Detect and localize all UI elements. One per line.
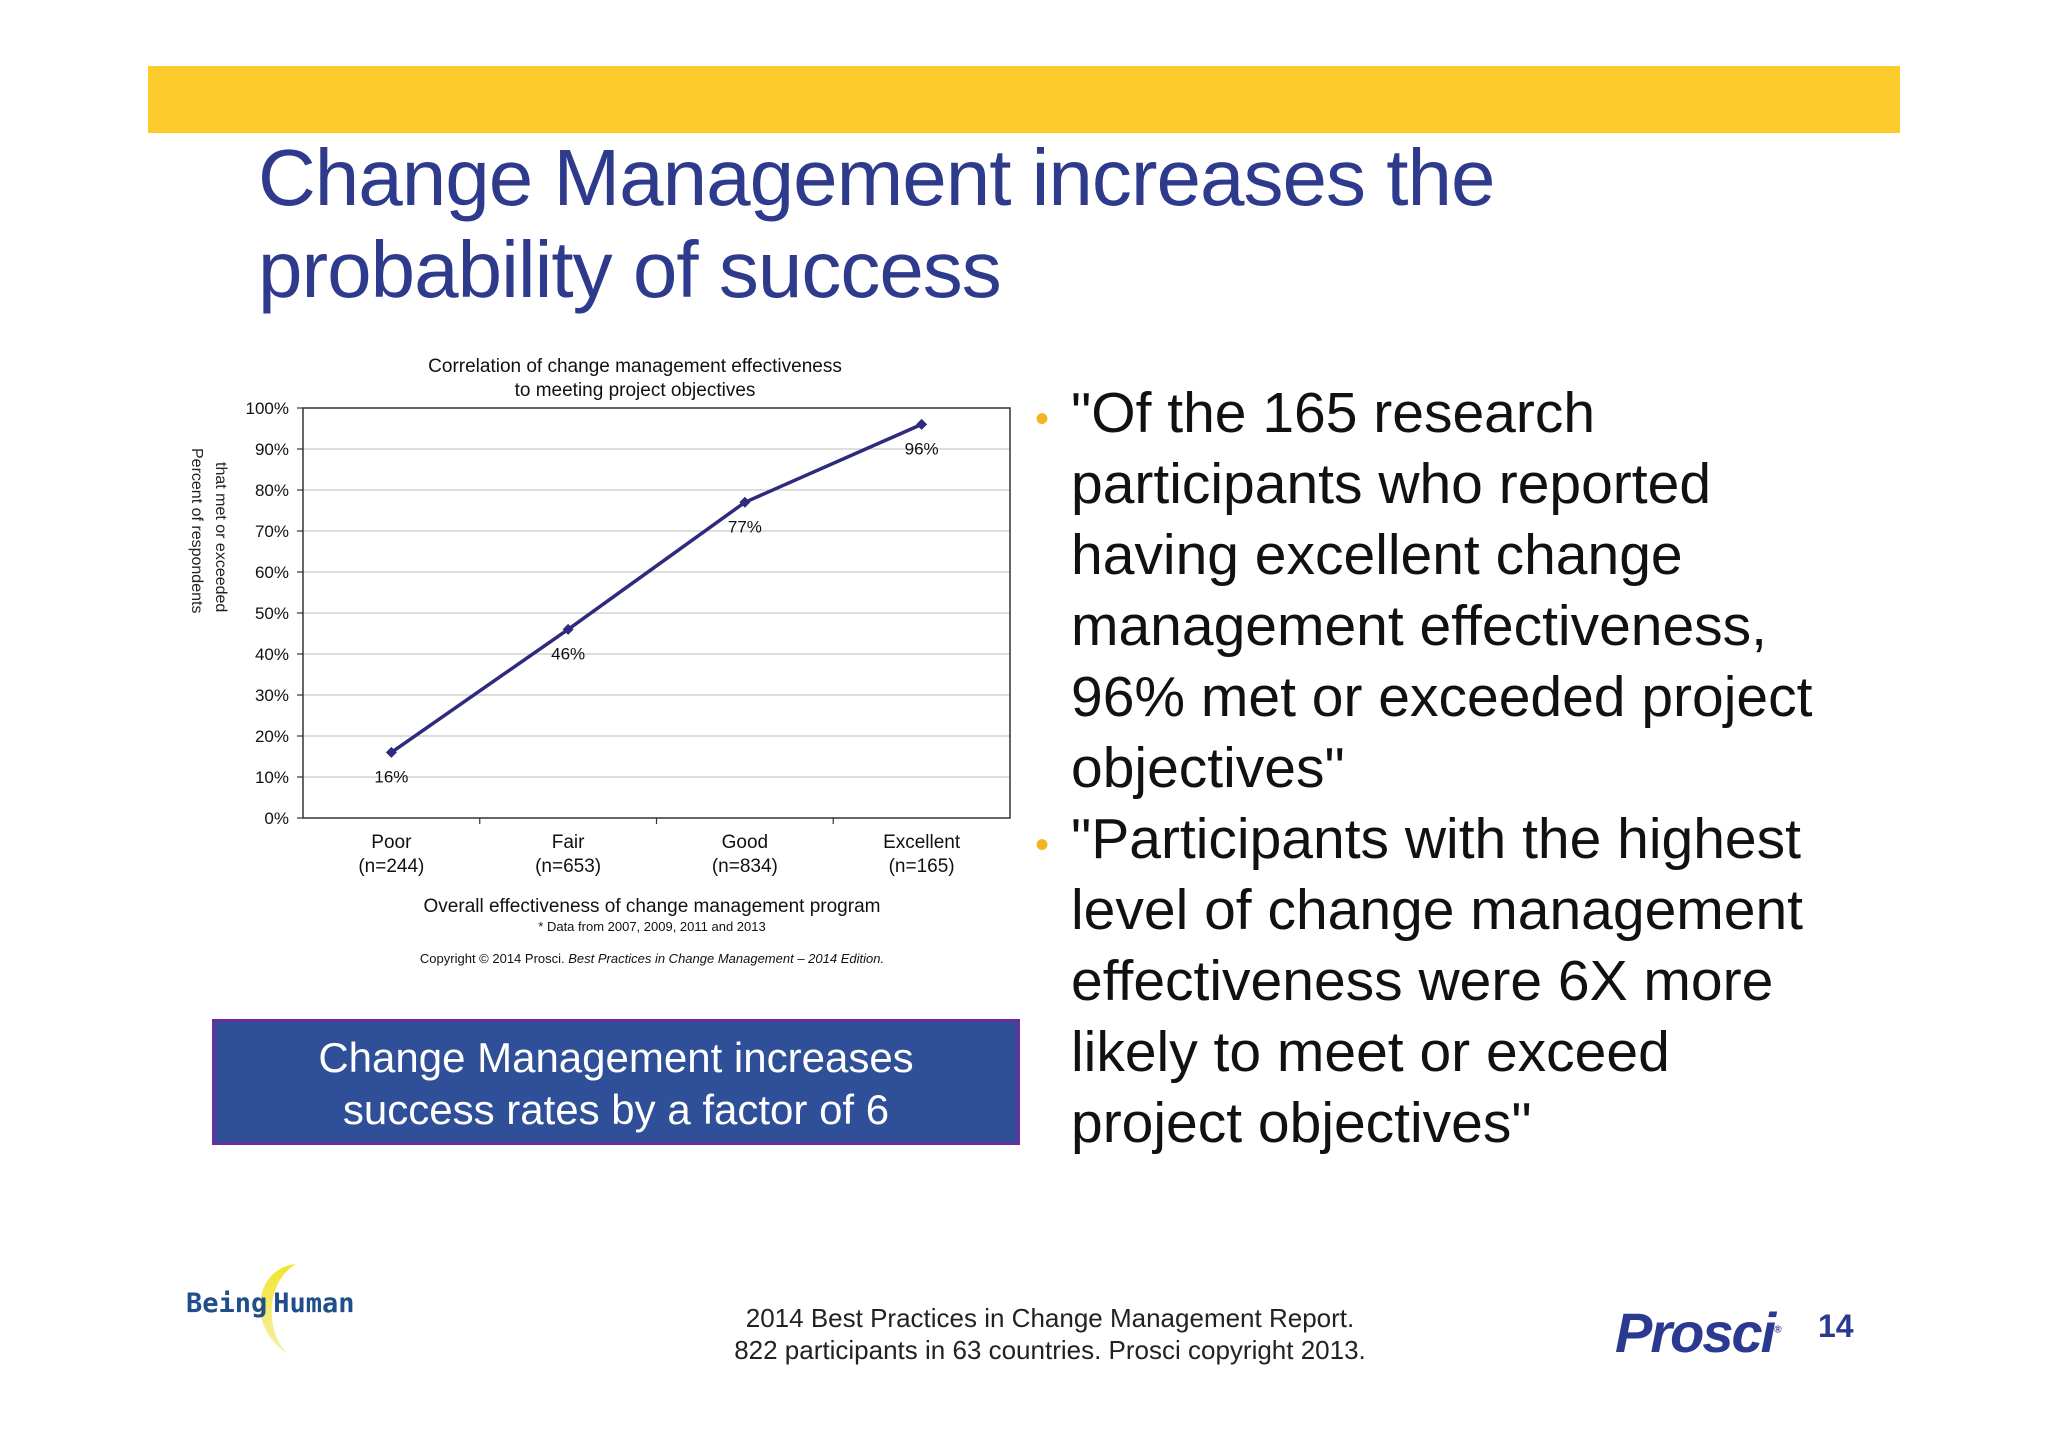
data-point-marker xyxy=(562,623,574,635)
chart-note: * Data from 2007, 2009, 2011 and 2013 xyxy=(538,919,765,934)
page-number: 14 xyxy=(1818,1308,1854,1344)
bullet-text: "Of the 165 research participants who re… xyxy=(1071,381,1813,800)
prosci-wordmark: Prosci xyxy=(1615,1301,1776,1364)
bullet-text: "Participants with the highest level of … xyxy=(1071,807,1803,1155)
data-point-marker xyxy=(385,746,397,758)
y-tick-label: 30% xyxy=(255,686,289,705)
being-human-right: Human xyxy=(273,1288,355,1319)
x-axis-label: Overall effectiveness of change manageme… xyxy=(424,896,881,917)
chart-series: 16% 46% 77% 96% xyxy=(374,418,939,786)
footer-source-line-1: 2014 Best Practices in Change Management… xyxy=(745,1303,1355,1333)
y-tick-label: 100% xyxy=(246,399,289,418)
x-axis-ticks: Poor (n=244) Fair (n=653) Good (n=834) Excelle… xyxy=(358,818,961,877)
bullet-icon: • xyxy=(1035,823,1050,867)
y-tick-label: 70% xyxy=(255,522,289,541)
y-axis-ticks: 0% 10% 20% 30% 40% 50% 60% 70% 80% 90% 100% xyxy=(246,399,303,828)
prosci-logo: Prosci® xyxy=(1615,1300,1782,1365)
data-label: 46% xyxy=(551,644,585,663)
y-tick-label: 80% xyxy=(255,481,289,500)
data-label: 16% xyxy=(374,767,408,786)
data-point-marker xyxy=(739,496,751,508)
bullet-list: • "Of the 165 research participants who … xyxy=(1035,378,2035,1159)
callout-line-1: Change Management increases xyxy=(318,1034,914,1081)
chart-copyright: Copyright © 2014 Prosci. Best Practices … xyxy=(420,951,884,966)
y-tick-label: 60% xyxy=(255,563,289,582)
y-tick-label: 10% xyxy=(255,768,289,787)
chart-title-line-1: Correlation of change management effecti… xyxy=(428,356,842,377)
x-tick-label: Poor xyxy=(371,832,412,853)
series-line xyxy=(390,422,923,754)
callout-box: Change Management increases success rate… xyxy=(212,1019,1020,1145)
being-human-arc-icon xyxy=(260,1264,296,1354)
y-tick-label: 20% xyxy=(255,727,289,746)
chart-container: Correlation of change management effecti… xyxy=(180,350,1040,980)
line-chart: Correlation of change management effecti… xyxy=(188,356,1011,966)
y-tick-label: 40% xyxy=(255,645,289,664)
y-tick-label: 0% xyxy=(264,809,289,828)
chart-gridlines xyxy=(303,448,1010,778)
being-human-wordmark: Being Human xyxy=(186,1288,355,1319)
footer-source-line-2: 822 participants in 63 countries. Prosci… xyxy=(734,1335,1366,1365)
data-label: 96% xyxy=(905,439,939,458)
bullet-item: • "Participants with the highest level o… xyxy=(1035,804,2035,1159)
data-point-marker xyxy=(916,418,928,430)
chart-copyright-prefix: Copyright © 2014 Prosci. xyxy=(420,951,568,966)
prosci-registered-mark: ® xyxy=(1774,1324,1782,1336)
callout-line-2: success rates by a factor of 6 xyxy=(342,1086,890,1133)
y-tick-label: 50% xyxy=(255,604,289,623)
bullet-icon: • xyxy=(1035,397,1050,441)
data-label: 77% xyxy=(728,517,762,536)
chart-title-line-2: to meeting project objectives xyxy=(515,380,756,401)
chart-copyright-title: Best Practices in Change Management – 20… xyxy=(568,951,884,966)
x-tick-sublabel: (n=834) xyxy=(712,856,778,877)
x-tick-sublabel: (n=653) xyxy=(535,856,601,877)
x-tick-label: Fair xyxy=(552,832,585,853)
x-tick-sublabel: (n=165) xyxy=(889,856,955,877)
footer-source: 2014 Best Practices in Change Management… xyxy=(650,1302,1450,1366)
slide-title: Change Management increases the probabil… xyxy=(258,133,1495,314)
bullet-item: • "Of the 165 research participants who … xyxy=(1035,378,2035,804)
y-axis-label-1: Percent of respondents xyxy=(188,448,205,613)
y-axis-label-2: that met or exceeded xyxy=(212,462,229,612)
x-tick-sublabel: (n=244) xyxy=(358,856,424,877)
being-human-left: Being xyxy=(186,1288,268,1319)
x-tick-label: Excellent xyxy=(883,832,961,853)
top-accent-bar xyxy=(148,66,1900,133)
y-tick-label: 90% xyxy=(255,440,289,459)
x-tick-label: Good xyxy=(722,832,768,853)
being-human-logo: Being Human xyxy=(184,1258,355,1358)
